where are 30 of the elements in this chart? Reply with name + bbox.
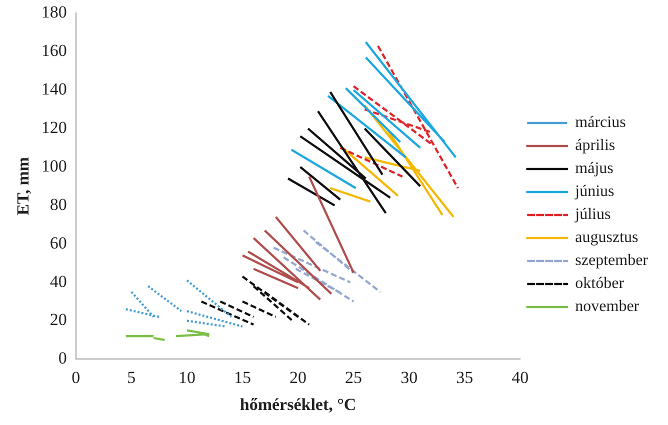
y-tick-label: 140 [41, 80, 67, 99]
x-tick-label: 5 [127, 368, 136, 387]
y-tick-label: 40 [50, 272, 67, 291]
legend-label: március [575, 114, 626, 132]
x-tick-label: 40 [512, 368, 529, 387]
legend-label: november [575, 298, 640, 316]
y-tick-label: 20 [50, 310, 67, 330]
x-tick-label: 15 [234, 368, 251, 387]
x-tick-label: 25 [345, 368, 362, 387]
x-tick-label: 10 [178, 368, 196, 387]
y-tick-label: 60 [50, 233, 67, 252]
y-tick-label: 120 [41, 118, 67, 137]
y-tick-label: 80 [50, 194, 67, 214]
legend-label: szeptember [575, 252, 649, 270]
x-tick-label: 30 [400, 368, 418, 387]
legend-label: május [575, 160, 614, 178]
legend-label: április [575, 137, 616, 154]
y-tick-label: 180 [41, 2, 67, 22]
x-tick-label: 0 [72, 368, 80, 387]
legend-label: június [574, 183, 614, 200]
y-tick-label: 0 [58, 348, 67, 368]
x-axis-title: hőmérséklet, °C [240, 395, 356, 414]
legend-label: augusztus [575, 229, 638, 246]
y-axis-title: ET, mm [14, 157, 33, 216]
y-tick-label: 160 [41, 41, 67, 60]
legend-label: július [574, 206, 611, 224]
x-tick-label: 20 [290, 368, 307, 387]
legend-label: október [575, 275, 625, 292]
y-tick-label: 100 [41, 156, 67, 176]
x-tick-label: 35 [456, 368, 474, 387]
